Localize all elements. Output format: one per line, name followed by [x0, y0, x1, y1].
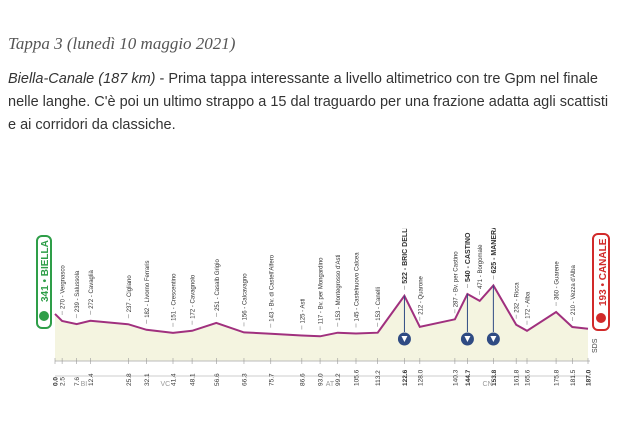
gpm-place-label: 625 - MANERA [491, 228, 498, 274]
km-label: 187.0 [586, 369, 593, 386]
km-label: 128.0 [417, 369, 424, 386]
km-label: 113.2 [375, 370, 382, 386]
place-label: 153 - Canelli [376, 287, 382, 321]
route-label: Biella-Canale (187 km) [8, 71, 156, 87]
place-label: 145 - Castelnuovo Calcea [354, 252, 360, 322]
start-label: 341 • BIELLA [40, 240, 51, 302]
km-label: 12.4 [88, 373, 95, 386]
km-label: 56.6 [214, 373, 221, 386]
profile-area [55, 285, 588, 361]
gpm-arrow-icon [401, 336, 408, 342]
place-label: 172 - Cavagnolo [191, 274, 197, 319]
gpm-arrow-icon [464, 336, 471, 342]
km-label: 86.6 [299, 373, 306, 386]
province-label: AT [326, 381, 335, 388]
place-label: 471 - Borgomale [478, 244, 484, 289]
finish-badge: 193 • CANALE [592, 233, 610, 331]
stage-description: Biella-Canale (187 km) - Prima tappa int… [8, 68, 618, 137]
place-label: 251 - Casalb Grigio [215, 259, 221, 311]
km-label: 144.7 [465, 369, 472, 386]
start-cyclist-icon [39, 311, 49, 321]
km-label: 140.3 [452, 369, 459, 386]
km-label: 165.6 [525, 369, 532, 386]
place-label: 143 - Bv. di Castell'Alfero [269, 254, 275, 321]
km-label: 122.6 [402, 369, 409, 386]
place-label: 151 - Crescentino [172, 273, 178, 321]
km-label: 48.1 [190, 373, 197, 386]
gpm-arrow-icon [490, 336, 497, 342]
end-marker: SDS [592, 338, 599, 353]
km-label: 7.6 [74, 377, 81, 386]
km-label: 75.7 [268, 373, 275, 386]
place-label: 270 - Vergnasco [61, 265, 67, 309]
province-label: BI [81, 381, 88, 388]
km-label: 93.0 [318, 373, 325, 386]
place-label: 210 - Vezza d'Alba [571, 264, 577, 315]
province-label: CN [483, 381, 493, 388]
altimetry-profile: 341 • BIELLA 193 • CANALE 270 - Vergnasc… [0, 228, 630, 428]
place-label: 212 - Quarone [418, 275, 424, 314]
km-label: 25.8 [126, 373, 133, 386]
km-label: 161.8 [514, 369, 521, 386]
gpm-place-label: 522 - BRIC DELLE FORCHE [402, 228, 409, 284]
place-label: 237 - Cigliano [127, 275, 133, 313]
km-label: 2.5 [60, 377, 67, 386]
place-label: 125 - Asti [300, 298, 306, 323]
description-text: - Prima tappa interessante a livello alt… [8, 71, 609, 133]
place-label: 153 - Montegrosso d'Asti [336, 255, 342, 321]
place-label: 117 - Bv. per Mongardino [319, 257, 325, 324]
gpm-place-label: 540 - CASTINO [465, 232, 472, 282]
km-label: 175.8 [554, 369, 561, 386]
profile-line [54, 283, 589, 338]
km-label: 32.1 [144, 373, 151, 386]
finish-cyclist-icon [596, 313, 606, 323]
start-badge: 341 • BIELLA [36, 235, 52, 329]
stage-title: Tappa 3 (lunedì 10 maggio 2021) [8, 34, 236, 53]
km-label: 181.5 [570, 369, 577, 386]
place-label: 172 - Alba [526, 291, 532, 319]
km-label: 0.0 [53, 377, 60, 386]
km-label: 105.6 [353, 369, 360, 386]
place-label: 239 - Salussola [75, 270, 81, 312]
place-label: 182 - Livorno Ferraris [145, 260, 151, 317]
finish-label: 193 • CANALE [598, 238, 609, 306]
km-label: 41.4 [171, 373, 178, 386]
km-label: 99.2 [335, 373, 342, 386]
km-label: 66.3 [241, 373, 248, 386]
place-label: 232 - Ricca [515, 282, 521, 313]
place-label: 272 - Cavaglià [89, 269, 95, 308]
km-label: 153.8 [491, 369, 498, 386]
place-label: 360 - Guarene [555, 261, 561, 300]
place-label: 156 - Calcavagno [242, 273, 248, 321]
place-label: 287 - Bv. per Castino [453, 251, 459, 308]
province-label: VC [160, 381, 170, 388]
